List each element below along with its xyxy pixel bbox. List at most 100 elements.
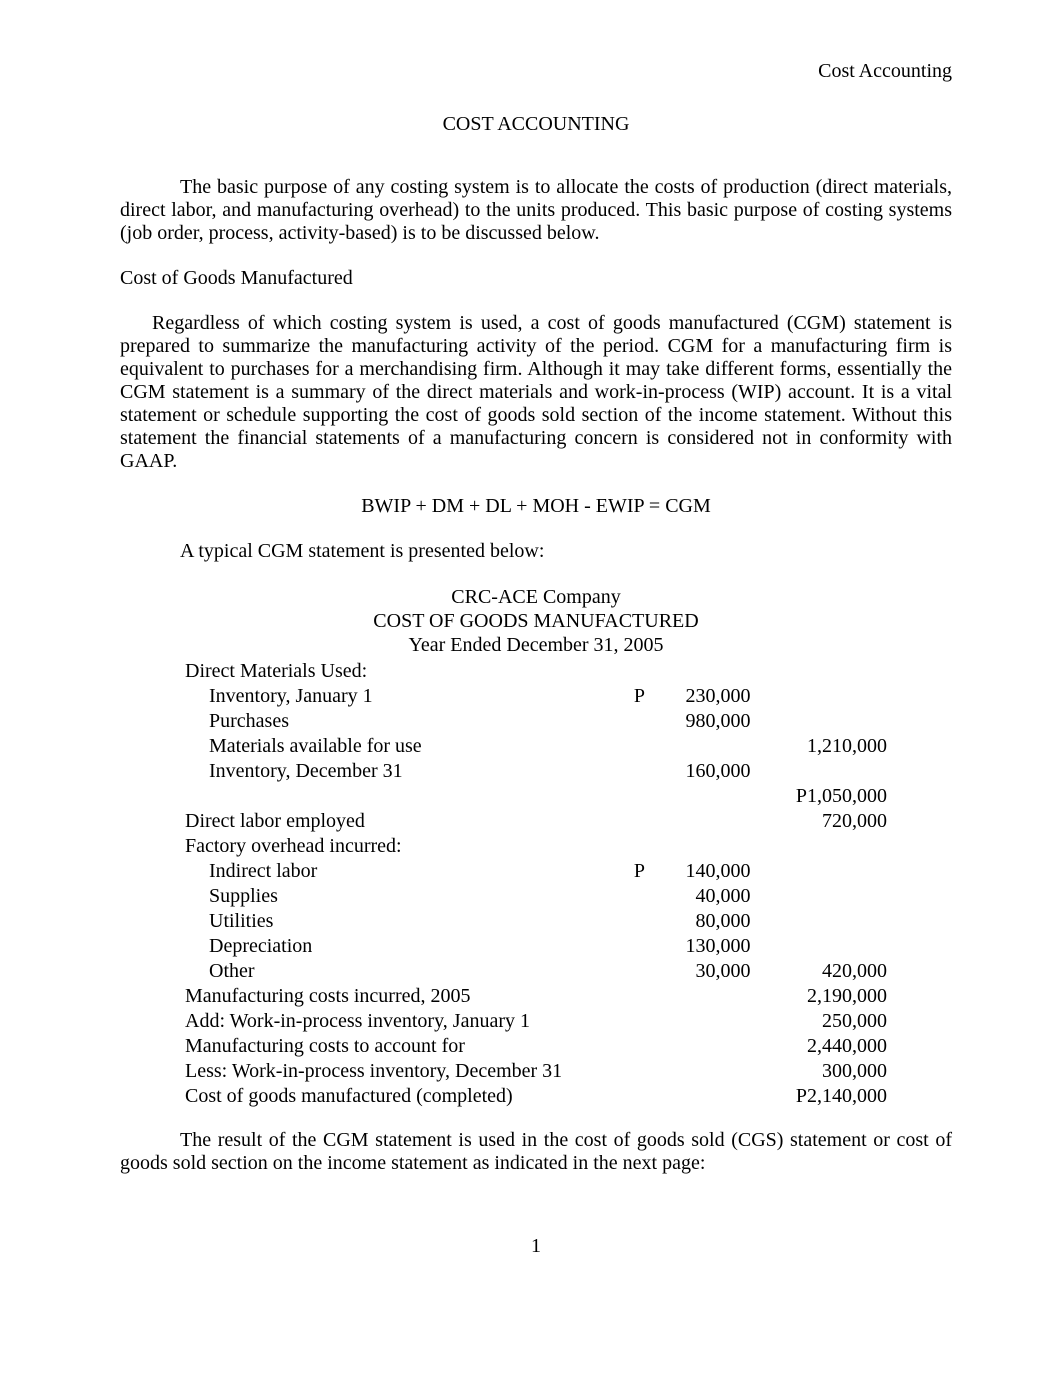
amount-col2: P2,140,000	[755, 1084, 891, 1109]
row-label: Supplies	[181, 884, 630, 909]
table-row: Inventory, December 31 160,000	[181, 759, 891, 784]
row-label: Cost of goods manufactured (completed)	[181, 1084, 630, 1109]
row-label: Inventory, January 1	[181, 684, 630, 709]
typical-intro: A typical CGM statement is presented bel…	[120, 540, 952, 563]
amount-col2	[755, 834, 891, 859]
currency-symbol: P	[630, 859, 660, 884]
page-header-subject: Cost Accounting	[120, 60, 952, 83]
row-label: Purchases	[181, 709, 630, 734]
table-row: Depreciation 130,000	[181, 934, 891, 959]
amount-col1: 160,000	[659, 759, 754, 784]
table-row: Factory overhead incurred:	[181, 834, 891, 859]
row-label	[181, 784, 630, 809]
closing-paragraph: The result of the CGM statement is used …	[120, 1129, 952, 1175]
cgm-formula: BWIP + DM + DL + MOH - EWIP = CGM	[120, 495, 952, 518]
amount-col1	[659, 734, 754, 759]
section-heading-cgm: Cost of Goods Manufactured	[120, 267, 952, 290]
amount-col2	[755, 684, 891, 709]
statement-name: COST OF GOODS MANUFACTURED	[120, 609, 952, 633]
amount-col2: 250,000	[755, 1009, 891, 1034]
currency-symbol	[630, 934, 660, 959]
body-paragraph-cgm: Regardless of which costing system is us…	[120, 312, 952, 473]
amount-col1: 30,000	[659, 959, 754, 984]
table-row: Inventory, January 1P230,000	[181, 684, 891, 709]
amount-col2	[755, 759, 891, 784]
row-label: Utilities	[181, 909, 630, 934]
amount-col2	[755, 709, 891, 734]
amount-col1	[659, 784, 754, 809]
currency-symbol	[630, 959, 660, 984]
amount-col2	[755, 934, 891, 959]
amount-col2: 300,000	[755, 1059, 891, 1084]
table-row: Direct labor employed 720,000	[181, 809, 891, 834]
amount-col2: P1,050,000	[755, 784, 891, 809]
table-row: Manufacturing costs incurred, 2005 2,190,…	[181, 984, 891, 1009]
company-name: CRC-ACE Company	[120, 585, 952, 609]
amount-col1	[659, 809, 754, 834]
table-row: Indirect laborP140,000	[181, 859, 891, 884]
currency-symbol	[630, 909, 660, 934]
amount-col1	[659, 1034, 754, 1059]
currency-symbol	[630, 1084, 660, 1109]
row-label: Factory overhead incurred:	[181, 834, 630, 859]
amount-col1: 140,000	[659, 859, 754, 884]
table-row: Purchases 980,000	[181, 709, 891, 734]
amount-col1	[659, 1084, 754, 1109]
amount-col2: 420,000	[755, 959, 891, 984]
row-label: Inventory, December 31	[181, 759, 630, 784]
amount-col1: 40,000	[659, 884, 754, 909]
currency-symbol	[630, 984, 660, 1009]
row-label: Direct Materials Used:	[181, 659, 630, 684]
amount-col1: 980,000	[659, 709, 754, 734]
amount-col2	[755, 884, 891, 909]
currency-symbol	[630, 784, 660, 809]
amount-col2	[755, 659, 891, 684]
amount-col2	[755, 909, 891, 934]
currency-symbol	[630, 809, 660, 834]
currency-symbol	[630, 884, 660, 909]
table-row: Other 30,000420,000	[181, 959, 891, 984]
currency-symbol	[630, 1009, 660, 1034]
row-label: Other	[181, 959, 630, 984]
row-label: Manufacturing costs to account for	[181, 1034, 630, 1059]
table-row: Less: Work-in-process inventory, Decembe…	[181, 1059, 891, 1084]
table-row: Cost of goods manufactured (completed) P2…	[181, 1084, 891, 1109]
period-line: Year Ended December 31, 2005	[120, 633, 952, 657]
amount-col1	[659, 1009, 754, 1034]
amount-col1: 130,000	[659, 934, 754, 959]
amount-col2: 1,210,000	[755, 734, 891, 759]
table-row: Direct Materials Used:	[181, 659, 891, 684]
currency-symbol: P	[630, 684, 660, 709]
page-number: 1	[120, 1235, 952, 1258]
amount-col1: 230,000	[659, 684, 754, 709]
table-row: Materials available for use1,210,000	[181, 734, 891, 759]
currency-symbol	[630, 834, 660, 859]
amount-col2: 2,440,000	[755, 1034, 891, 1059]
table-row: Supplies 40,000	[181, 884, 891, 909]
amount-col1	[659, 1059, 754, 1084]
row-label: Less: Work-in-process inventory, Decembe…	[181, 1059, 630, 1084]
currency-symbol	[630, 1034, 660, 1059]
amount-col1	[659, 834, 754, 859]
currency-symbol	[630, 734, 660, 759]
row-label: Depreciation	[181, 934, 630, 959]
amount-col1	[659, 984, 754, 1009]
cgm-statement-table: Direct Materials Used:Inventory, January…	[181, 659, 891, 1109]
table-row: Manufacturing costs to account for 2,440,…	[181, 1034, 891, 1059]
amount-col1: 80,000	[659, 909, 754, 934]
currency-symbol	[630, 1059, 660, 1084]
row-label: Add: Work-in-process inventory, January …	[181, 1009, 630, 1034]
table-row: P1,050,000	[181, 784, 891, 809]
document-title: COST ACCOUNTING	[120, 113, 952, 136]
amount-col2: 2,190,000	[755, 984, 891, 1009]
row-label: Manufacturing costs incurred, 2005	[181, 984, 630, 1009]
currency-symbol	[630, 759, 660, 784]
amount-col1	[659, 659, 754, 684]
amount-col2	[755, 859, 891, 884]
row-label: Direct labor employed	[181, 809, 630, 834]
currency-symbol	[630, 659, 660, 684]
amount-col2: 720,000	[755, 809, 891, 834]
row-label: Indirect labor	[181, 859, 630, 884]
table-row: Add: Work-in-process inventory, January …	[181, 1009, 891, 1034]
table-row: Utilities 80,000	[181, 909, 891, 934]
